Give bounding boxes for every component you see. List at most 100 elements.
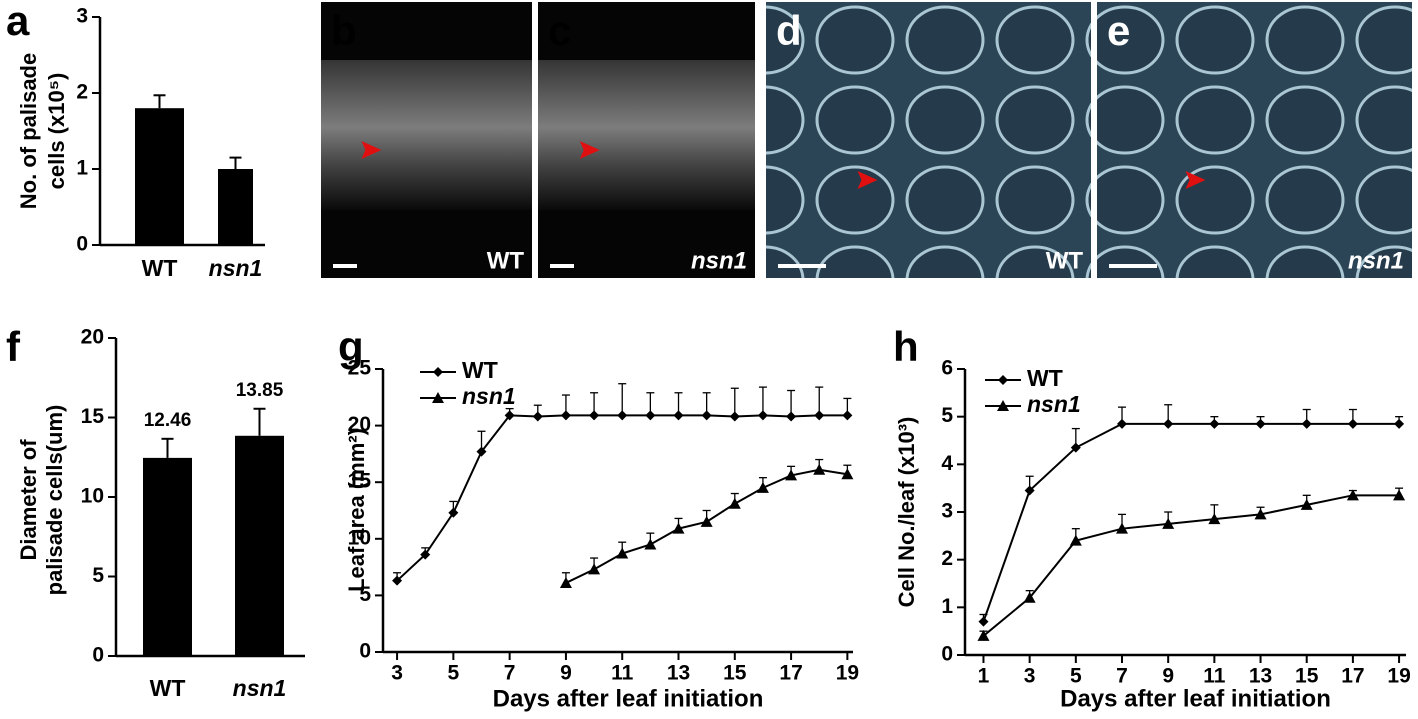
- x-tick-label: nsn1: [209, 255, 263, 281]
- marker: [532, 411, 543, 422]
- marker: [588, 563, 601, 575]
- marker: [813, 463, 826, 475]
- x-tick-label: 3: [391, 662, 403, 685]
- x-tick-label: 15: [1295, 665, 1319, 688]
- marker: [589, 410, 600, 421]
- arrowhead: [361, 141, 382, 159]
- y-axis-label: Diameter of: [16, 439, 41, 561]
- marker: [1117, 418, 1128, 429]
- x-tick-label: WT: [142, 255, 178, 281]
- marker: [1069, 534, 1082, 546]
- marker: [701, 410, 712, 421]
- x-tick-label: 11: [1203, 665, 1226, 688]
- bar: [135, 108, 184, 245]
- y-tick-label: 15: [81, 405, 105, 428]
- x-tick-label: WT: [150, 675, 186, 701]
- micrograph-texture: [766, 2, 1091, 278]
- marker: [1163, 418, 1174, 429]
- y-tick-label: 1: [941, 595, 953, 618]
- marker: [672, 522, 685, 534]
- legend-marker: [432, 392, 444, 403]
- y-tick-label: 3: [76, 5, 88, 28]
- y-tick-label: 0: [941, 643, 953, 666]
- y-tick-label: 3: [941, 500, 953, 523]
- marker: [729, 411, 740, 422]
- x-tick-label: 13: [1249, 665, 1272, 688]
- y-tick-label: 25: [348, 357, 372, 380]
- x-tick-label: 19: [1387, 665, 1410, 688]
- series-line: [982, 422, 1400, 622]
- y-tick-label: 2: [76, 81, 88, 104]
- marker: [1162, 517, 1175, 529]
- legend-marker: [998, 375, 1008, 385]
- arrowhead: [579, 141, 600, 159]
- x-tick-label: 9: [560, 662, 572, 685]
- marker: [1347, 418, 1358, 429]
- x-tick-label: 5: [448, 662, 460, 685]
- marker: [1254, 508, 1267, 520]
- y-axis-label: No. of palisade: [16, 53, 41, 209]
- marker: [977, 629, 990, 641]
- marker: [1024, 485, 1035, 496]
- image-caption: WT: [1046, 247, 1084, 274]
- y-tick-label: 5: [941, 404, 953, 427]
- legend-label: WT: [1027, 365, 1063, 391]
- x-tick-label: 17: [779, 662, 802, 685]
- legend-marker: [997, 400, 1009, 411]
- y-tick-label: 10: [81, 485, 104, 508]
- x-axis-label: Days after leaf initiation: [493, 685, 764, 712]
- arrowhead: [1185, 171, 1206, 189]
- y-tick-label: 0: [92, 644, 104, 667]
- micrograph-texture: [1097, 2, 1412, 278]
- x-tick-label: nsn1: [233, 675, 287, 701]
- marker: [1070, 442, 1081, 453]
- marker: [1301, 418, 1312, 429]
- marker: [728, 497, 741, 509]
- x-tick-label: 3: [1024, 665, 1036, 688]
- y-axis-label: Leaf area (mm²): [344, 428, 369, 592]
- panel-label: g: [338, 323, 364, 370]
- marker: [978, 616, 989, 627]
- marker: [1393, 489, 1406, 501]
- y-axis-label: palisade cells(um): [42, 405, 67, 596]
- panel-label: e: [1107, 7, 1130, 54]
- x-axis-label: Days after leaf initiation: [1060, 685, 1331, 712]
- image-caption: nsn1: [1348, 247, 1404, 274]
- y-tick-label: 5: [92, 564, 104, 587]
- panel-label: d: [776, 7, 802, 54]
- bar: [218, 169, 253, 245]
- marker: [476, 446, 487, 457]
- marker: [644, 538, 657, 550]
- marker: [1300, 498, 1313, 510]
- x-tick-label: 19: [836, 662, 859, 685]
- x-tick-label: 9: [1162, 665, 1174, 688]
- image-caption: WT: [487, 247, 525, 274]
- x-tick-label: 17: [1341, 665, 1364, 688]
- marker: [1209, 418, 1220, 429]
- y-tick-label: 5: [359, 583, 371, 606]
- y-tick-label: 2: [941, 547, 953, 570]
- marker: [700, 515, 713, 527]
- panel-label: b: [331, 7, 357, 54]
- x-tick-label: 7: [504, 662, 516, 685]
- x-tick-label: 15: [723, 662, 747, 685]
- panel-label: h: [893, 323, 919, 370]
- marker: [616, 547, 629, 559]
- marker: [1116, 522, 1129, 534]
- micrograph-texture: [321, 60, 532, 210]
- legend-marker: [433, 367, 443, 377]
- marker: [645, 410, 656, 421]
- marker: [1255, 418, 1266, 429]
- y-tick-label: 1: [76, 157, 88, 180]
- marker: [448, 507, 459, 518]
- marker: [1346, 489, 1359, 501]
- marker: [1394, 418, 1405, 429]
- marker: [1023, 591, 1036, 603]
- y-tick-label: 20: [81, 326, 104, 349]
- y-tick-label: 10: [348, 526, 371, 549]
- value-label: 13.85: [236, 380, 284, 401]
- panel-label: f: [6, 323, 21, 370]
- micrograph-texture: [538, 60, 755, 210]
- marker: [617, 410, 628, 421]
